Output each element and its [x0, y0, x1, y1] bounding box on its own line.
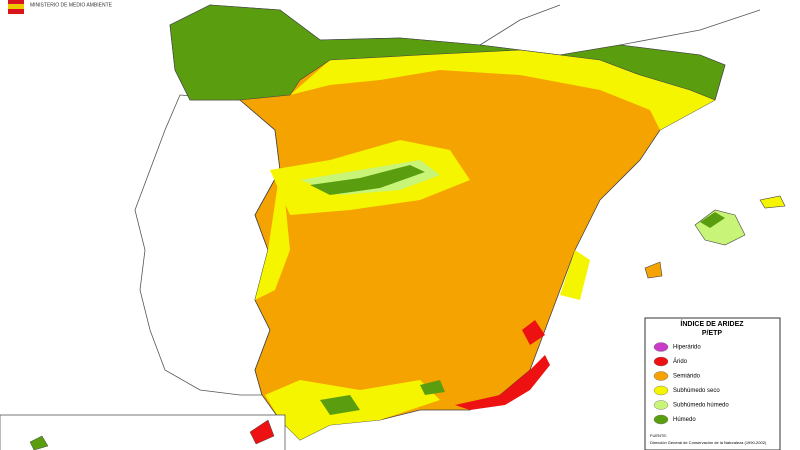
source-label: FUENTE: — [650, 433, 667, 438]
legend-title: ÍNDICE DE ARIDEZ — [680, 319, 744, 328]
legend-label: Húmedo — [673, 417, 696, 423]
lanzarote — [249, 419, 275, 445]
source-text: Dirección General de Conservación de la … — [650, 440, 767, 445]
legend-label: Árido — [673, 358, 688, 365]
humid-south — [320, 380, 445, 415]
canary-inset — [0, 414, 286, 450]
legend-swatch — [653, 400, 669, 410]
legend-label: Subhúmedo seco — [673, 388, 720, 394]
humid-centre — [310, 165, 425, 195]
france-border — [479, 4, 761, 46]
legend-swatch — [653, 385, 669, 396]
humid-north — [169, 4, 726, 101]
ibiza — [644, 261, 663, 279]
legend-label: Hiperárido — [673, 345, 701, 351]
menorca — [759, 195, 786, 209]
arid-southeast — [455, 355, 550, 410]
legend: ÍNDICE DE ARIDEZ P/ETP FUENTE: Dirección… — [644, 317, 781, 450]
arid-murcia — [522, 320, 545, 345]
canary-island — [29, 435, 49, 450]
legend-label: Semiárido — [673, 374, 701, 380]
legend-swatch — [653, 414, 669, 425]
logo-band — [8, 4, 24, 9]
subhumid-dry-east — [560, 250, 590, 300]
legend-swatch — [653, 356, 669, 367]
legend-box — [644, 317, 781, 450]
subhumid-dry-north — [290, 50, 715, 130]
mallorca-humid — [700, 212, 725, 228]
legend-subtitle: P/ETP — [702, 330, 723, 337]
agency: MINISTERIO DE MEDIO AMBIENTE — [30, 2, 113, 8]
legend-swatch — [653, 371, 669, 381]
legend-swatch — [653, 342, 669, 352]
subhumid-dry-west — [255, 170, 290, 300]
legend-label: Subhúmedo húmedo — [673, 403, 729, 409]
